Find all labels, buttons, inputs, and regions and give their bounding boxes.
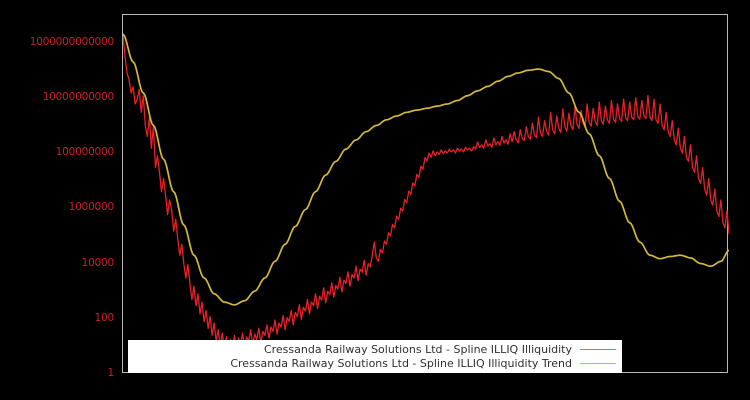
legend-entry-illiquidity: Cressanda Railway Solutions Ltd - Spline… <box>264 342 616 357</box>
y-axis-tick-label: 100 <box>94 311 115 324</box>
y-axis: 1000000000000 10000000000 100000000 1000000… <box>0 0 122 400</box>
plot-svg <box>123 33 729 354</box>
legend-entry-trend: Cressanda Railway Solutions Ltd - Spline… <box>230 356 616 371</box>
y-axis-tick-label: 1000000 <box>68 201 115 214</box>
legend-swatch-trend <box>580 363 616 364</box>
y-axis-tick-label: 100000000 <box>55 145 115 158</box>
y-axis-tick-label: 1 <box>107 366 115 379</box>
y-axis-tick-label: 10000000000 <box>42 90 114 103</box>
legend-label-illiquidity: Cressanda Railway Solutions Ltd - Spline… <box>263 343 572 356</box>
series-line-illiquidity <box>123 33 729 354</box>
plot-area <box>122 14 729 373</box>
y-axis-tick-label: 10000 <box>81 256 115 269</box>
legend-swatch-illiquidity <box>580 349 616 350</box>
chart-legend: Cressanda Railway Solutions Ltd - Spline… <box>128 340 622 373</box>
series-line-trend <box>123 33 729 306</box>
legend-label-trend: Cressanda Railway Solutions Ltd - Spline… <box>230 357 572 370</box>
y-axis-tick-label: 1000000000000 <box>29 35 114 48</box>
